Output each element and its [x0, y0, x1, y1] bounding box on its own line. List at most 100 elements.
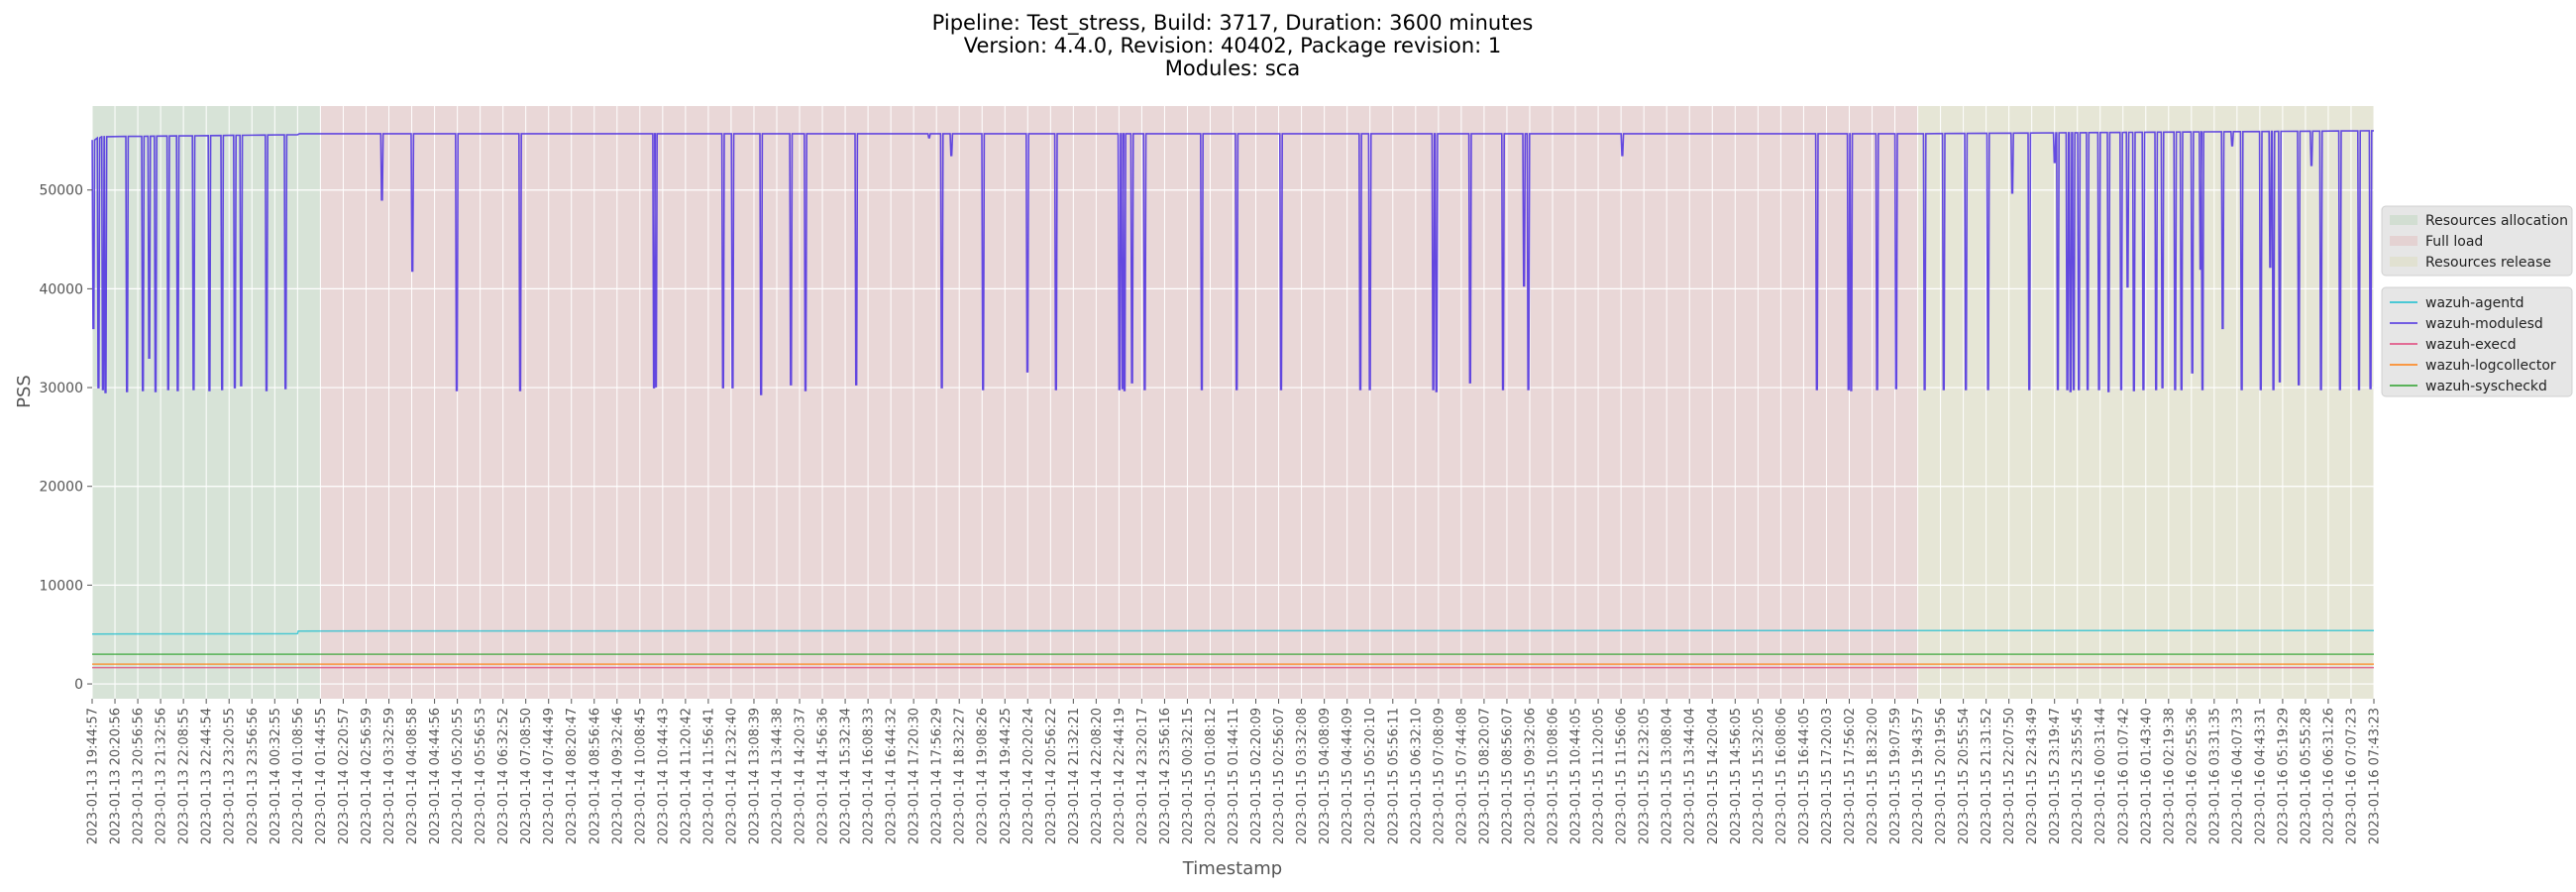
x-tick-label-65: 2023-01-15 10:44:05: [1569, 708, 1584, 844]
series-legend: wazuh-agentd wazuh-modulesd wazuh-execd waz…: [2381, 286, 2573, 397]
x-tick-label-23: 2023-01-14 09:32:46: [610, 708, 625, 844]
x-tick-label-43: 2023-01-14 21:32:21: [1067, 708, 1082, 844]
x-tick-label-44: 2023-01-14 22:08:20: [1090, 708, 1105, 844]
phase-legend: Resources allocation Full load Resources r…: [2381, 205, 2573, 277]
x-tick-label-47: 2023-01-14 23:56:16: [1158, 708, 1173, 844]
x-tick-label-97: 2023-01-16 05:55:28: [2299, 708, 2313, 844]
x-tick-label-3: 2023-01-13 21:32:56: [155, 708, 169, 844]
phase-legend-swatch-2: [2390, 257, 2417, 267]
series-lines: [91, 130, 2374, 669]
series-legend-label-4: wazuh-syscheckd: [2425, 379, 2547, 394]
grid-lines: [91, 106, 2375, 699]
x-tick-label-96: 2023-01-16 05:19:29: [2276, 708, 2291, 844]
x-tick-label-46: 2023-01-14 23:20:17: [1135, 708, 1150, 844]
x-tick-label-76: 2023-01-15 17:20:03: [1820, 708, 1835, 844]
x-tick-label-64: 2023-01-15 10:08:06: [1547, 708, 1561, 844]
x-tick-label-57: 2023-01-15 05:56:11: [1386, 708, 1401, 844]
y-tick-label-5: 50000: [39, 183, 83, 199]
x-tick-label-28: 2023-01-14 12:32:40: [724, 708, 739, 844]
y-tick-label-0: 0: [74, 677, 83, 693]
x-axis-label: Timestamp: [1182, 858, 1282, 879]
x-tick-label-25: 2023-01-14 10:44:43: [656, 708, 671, 844]
phase-legend-swatch-0: [2390, 215, 2417, 225]
x-tick-label-93: 2023-01-16 03:31:35: [2207, 708, 2222, 844]
x-tick-label-48: 2023-01-15 00:32:15: [1181, 708, 1196, 844]
x-tick-label-17: 2023-01-14 05:56:53: [474, 708, 488, 844]
x-tick-label-83: 2023-01-15 21:31:52: [1980, 708, 1994, 844]
x-tick-label-66: 2023-01-15 11:20:05: [1592, 708, 1607, 844]
x-tick-label-79: 2023-01-15 19:07:59: [1888, 708, 1903, 844]
x-tick-label-72: 2023-01-15 14:56:05: [1729, 708, 1744, 844]
x-tick-label-35: 2023-01-14 16:44:32: [885, 708, 900, 844]
x-tick-label-87: 2023-01-15 23:55:45: [2071, 708, 2086, 844]
chart-title-line-1: Pipeline: Test_stress, Build: 3717, Dura…: [932, 11, 1534, 36]
x-tick-label-10: 2023-01-14 01:44:55: [314, 708, 329, 844]
x-tick-label-36: 2023-01-14 17:20:30: [908, 708, 922, 844]
x-tick-label-37: 2023-01-14 17:56:29: [930, 708, 945, 844]
x-tick-label-62: 2023-01-15 08:56:07: [1500, 708, 1515, 844]
x-tick-label-80: 2023-01-15 19:43:57: [1911, 708, 1926, 844]
phase-legend-label-1: Full load: [2425, 234, 2483, 250]
x-tick-label-67: 2023-01-15 11:56:06: [1615, 708, 1630, 844]
x-tick-label-4: 2023-01-13 22:08:55: [177, 708, 192, 844]
x-tick-label-54: 2023-01-15 04:08:09: [1318, 708, 1333, 844]
x-tick-label-78: 2023-01-15 18:32:00: [1866, 708, 1880, 844]
phase-legend-label-2: Resources release: [2425, 255, 2551, 271]
x-tick-label-95: 2023-01-16 04:43:31: [2253, 708, 2268, 844]
x-tick-label-33: 2023-01-14 15:32:34: [839, 708, 854, 844]
x-tick-label-56: 2023-01-15 05:20:10: [1363, 708, 1378, 844]
x-tick-label-82: 2023-01-15 20:55:54: [1957, 708, 1972, 844]
x-tick-label-45: 2023-01-14 22:44:19: [1113, 708, 1127, 844]
x-tick-label-100: 2023-01-16 07:43:23: [2368, 708, 2383, 844]
x-tick-label-8: 2023-01-14 00:32:55: [268, 708, 283, 844]
y-tick-label-2: 20000: [39, 480, 83, 496]
x-tick-label-26: 2023-01-14 11:20:42: [679, 708, 694, 844]
y-axis-label: PSS: [14, 375, 35, 408]
x-tick-label-24: 2023-01-14 10:08:45: [633, 708, 648, 844]
x-tick-label-2: 2023-01-13 20:56:56: [132, 708, 147, 844]
x-axis-ticks: 2023-01-13 19:44:57 2023-01-13 20:20:56 20…: [86, 699, 2383, 844]
x-tick-label-71: 2023-01-15 14:20:04: [1706, 708, 1721, 844]
x-tick-label-92: 2023-01-16 02:55:36: [2185, 708, 2200, 844]
x-tick-label-61: 2023-01-15 08:20:07: [1477, 708, 1492, 844]
x-tick-label-88: 2023-01-16 00:31:44: [2093, 708, 2108, 844]
x-tick-label-18: 2023-01-14 06:32:52: [496, 708, 511, 844]
x-tick-label-98: 2023-01-16 06:31:26: [2322, 708, 2337, 844]
x-tick-label-11: 2023-01-14 02:20:57: [337, 708, 352, 844]
x-tick-label-50: 2023-01-15 01:44:11: [1227, 708, 1241, 844]
x-tick-label-77: 2023-01-15 17:56:02: [1843, 708, 1858, 844]
x-tick-label-30: 2023-01-14 13:44:38: [771, 708, 786, 844]
x-tick-label-14: 2023-01-14 04:08:58: [405, 708, 420, 844]
x-tick-label-39: 2023-01-14 19:08:26: [976, 708, 991, 844]
x-tick-label-69: 2023-01-15 13:08:04: [1661, 708, 1675, 844]
x-tick-label-68: 2023-01-15 12:32:05: [1638, 708, 1653, 844]
x-tick-label-22: 2023-01-14 08:56:46: [588, 708, 602, 844]
y-tick-label-4: 40000: [39, 281, 83, 297]
x-tick-label-49: 2023-01-15 01:08:12: [1204, 708, 1219, 844]
x-tick-label-7: 2023-01-13 23:56:56: [246, 708, 261, 844]
x-tick-label-20: 2023-01-14 07:44:49: [542, 708, 557, 844]
x-tick-label-27: 2023-01-14 11:56:41: [701, 708, 716, 844]
y-axis-ticks: 0 10000 20000 30000 40000 50000: [39, 183, 92, 693]
x-tick-label-51: 2023-01-15 02:20:09: [1249, 708, 1264, 844]
x-tick-label-74: 2023-01-15 16:08:06: [1774, 708, 1789, 844]
x-tick-label-55: 2023-01-15 04:44:09: [1341, 708, 1355, 844]
series-line-wazuh-agentd: [91, 629, 2374, 635]
series-legend-label-3: wazuh-logcollector: [2425, 358, 2556, 374]
x-tick-label-63: 2023-01-15 09:32:06: [1524, 708, 1539, 844]
series-legend-label-2: wazuh-execd: [2425, 337, 2517, 353]
x-tick-label-34: 2023-01-14 16:08:33: [862, 708, 877, 844]
x-tick-label-6: 2023-01-13 23:20:55: [223, 708, 238, 844]
y-tick-label-1: 10000: [39, 578, 83, 594]
chart-title-line-2: Version: 4.4.0, Revision: 40402, Package…: [964, 34, 1502, 57]
x-tick-label-91: 2023-01-16 02:19:38: [2162, 708, 2177, 844]
x-tick-label-29: 2023-01-14 13:08:39: [748, 708, 763, 844]
chart-title-line-3: Modules: sca: [1165, 56, 1300, 80]
x-tick-label-21: 2023-01-14 08:20:47: [565, 708, 580, 844]
x-tick-label-60: 2023-01-15 07:44:08: [1454, 708, 1469, 844]
x-tick-label-94: 2023-01-16 04:07:33: [2230, 708, 2245, 844]
x-tick-label-16: 2023-01-14 05:20:55: [451, 708, 466, 844]
x-tick-label-13: 2023-01-14 03:32:59: [382, 708, 397, 844]
series-legend-box: [2381, 286, 2573, 397]
